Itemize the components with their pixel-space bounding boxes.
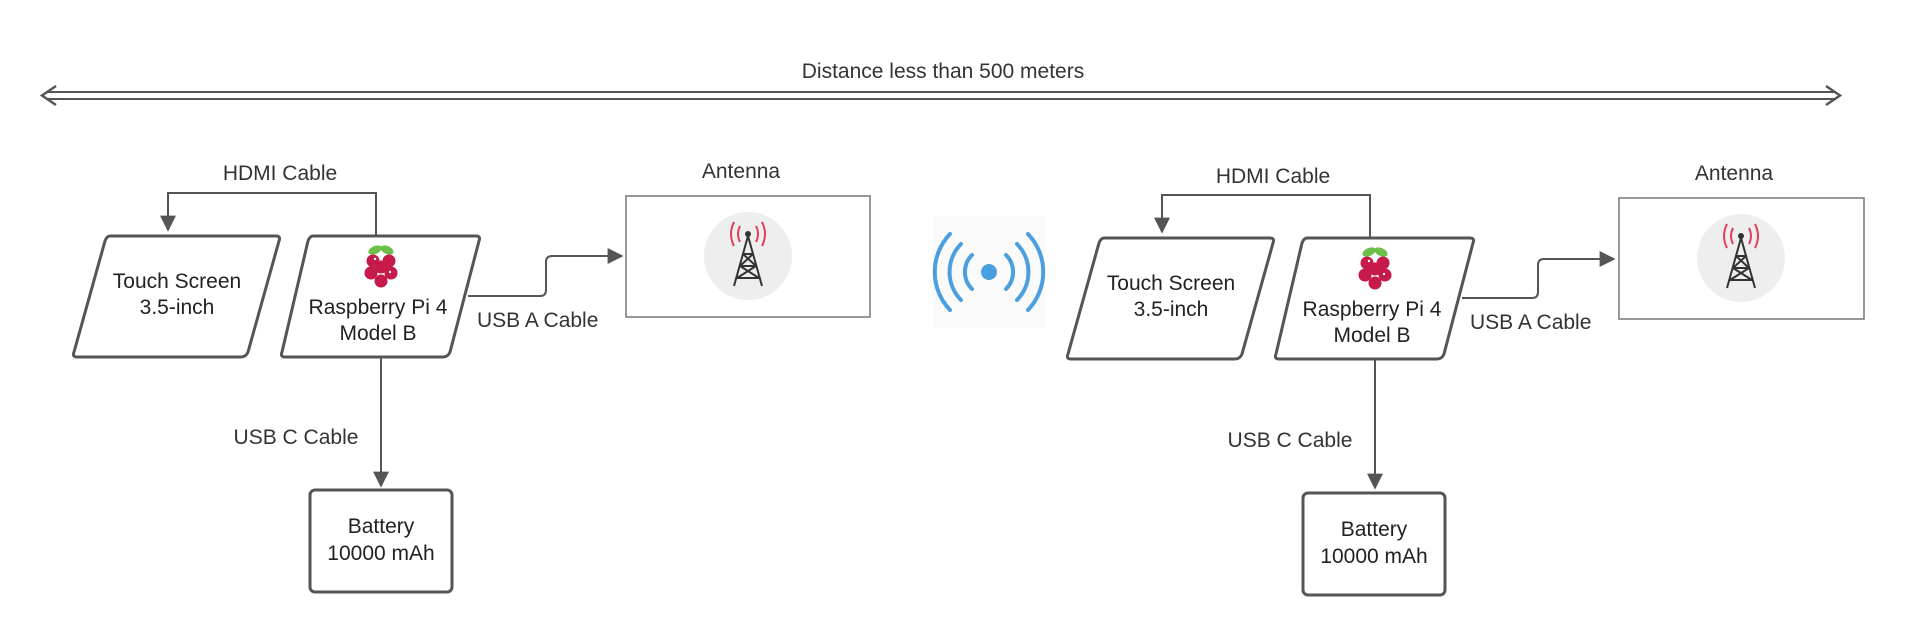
distance-arrow-right-head (1825, 84, 1843, 107)
right-touch-screen-line1: Touch Screen (1107, 272, 1235, 295)
left-antenna-label: Antenna (702, 160, 781, 183)
left-raspberry-pi-line2: Model B (339, 322, 416, 345)
left-usb-a-connector (468, 248, 624, 297)
right-battery-line1: Battery (1341, 518, 1408, 541)
left-system: HDMI Cable Touch Screen 3.5-inch Rasp (71, 160, 871, 594)
left-touch-screen-shape (71, 234, 282, 359)
left-battery-line2: 10000 mAh (327, 542, 434, 565)
left-battery-line1: Battery (348, 515, 415, 538)
left-hdmi-connector (160, 192, 377, 236)
left-touch-screen-node[interactable]: Touch Screen 3.5-inch (71, 234, 282, 359)
left-usb-a-label: USB A Cable (477, 309, 598, 332)
left-raspberry-pi-logo-icon (364, 245, 398, 288)
right-usb-c-label: USB C Cable (1228, 429, 1353, 452)
left-touch-screen-line2: 3.5-inch (140, 296, 215, 319)
right-raspberry-pi-logo-icon (1358, 247, 1392, 290)
left-raspberry-pi-line1: Raspberry Pi 4 (309, 296, 448, 319)
left-raspberry-pi-node[interactable]: Raspberry Pi 4 Model B (279, 234, 482, 359)
distance-indicator: Distance less than 500 meters (39, 60, 1843, 107)
right-usb-a-label: USB A Cable (1470, 311, 1591, 334)
right-hdmi-label: HDMI Cable (1216, 165, 1330, 188)
left-touch-screen-line1: Touch Screen (113, 270, 241, 293)
right-system: HDMI Cable Touch Screen 3.5-inch Rasp (1065, 162, 1865, 597)
right-touch-screen-shape (1065, 236, 1276, 361)
wireless-signal-icon (932, 216, 1046, 328)
left-hdmi-label: HDMI Cable (223, 162, 337, 185)
right-battery-line2: 10000 mAh (1320, 545, 1427, 568)
right-antenna-tower-icon (1697, 214, 1785, 302)
right-raspberry-pi-shape (1273, 236, 1476, 361)
right-raspberry-pi-line1: Raspberry Pi 4 (1303, 298, 1442, 321)
right-touch-screen-line2: 3.5-inch (1134, 298, 1209, 321)
right-raspberry-pi-node[interactable]: Raspberry Pi 4 Model B (1273, 236, 1476, 361)
right-antenna-label: Antenna (1695, 162, 1774, 185)
left-battery-shape (308, 488, 454, 594)
right-antenna-node[interactable]: Antenna (1618, 162, 1865, 320)
right-touch-screen-node[interactable]: Touch Screen 3.5-inch (1065, 236, 1276, 361)
distance-label: Distance less than 500 meters (802, 60, 1084, 83)
distance-arrow-left-head (39, 84, 57, 107)
right-hdmi-connector (1154, 194, 1371, 238)
left-raspberry-pi-shape (279, 234, 482, 359)
right-raspberry-pi-line2: Model B (1333, 324, 1410, 347)
right-battery-node[interactable]: Battery 10000 mAh (1301, 491, 1447, 597)
left-usb-c-label: USB C Cable (234, 426, 359, 449)
left-antenna-tower-icon (704, 212, 792, 300)
left-battery-node[interactable]: Battery 10000 mAh (308, 488, 454, 594)
right-usb-a-connector (1462, 251, 1616, 299)
left-antenna-node[interactable]: Antenna (625, 160, 871, 318)
right-battery-shape (1301, 491, 1447, 597)
